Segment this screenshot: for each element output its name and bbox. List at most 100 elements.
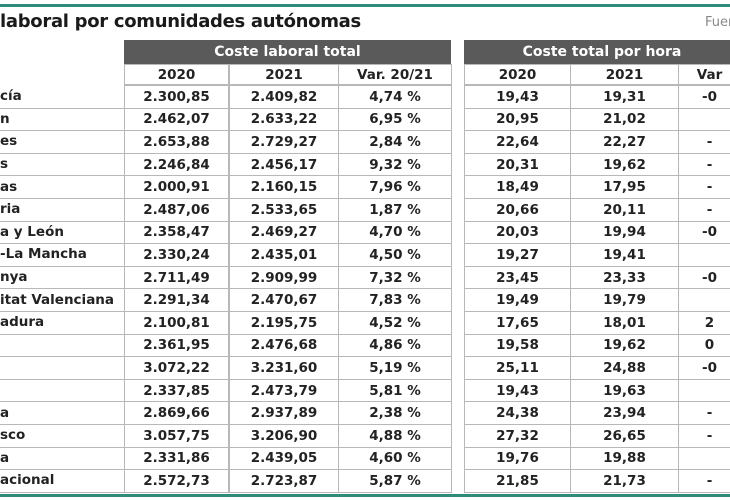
cell: 2.435,01 [229,243,339,267]
cell: 3.206,90 [229,424,339,448]
cell: 5,81 % [338,378,452,403]
cell: 20,66 [464,198,571,222]
cell: - [678,198,730,222]
cell: 2.469,27 [229,220,339,245]
cell: 2.711,49 [124,265,229,290]
cell: 2.633,22 [229,107,339,132]
cell: 7,83 % [338,288,452,312]
cell: 2 [678,311,730,335]
cell: 2.653,88 [124,130,229,154]
cell: 2.330,24 [124,243,229,267]
cell: 17,95 [570,175,679,199]
row-label: a y León [0,221,124,245]
cell: 1,87 % [338,198,452,222]
row-label: cía [0,85,124,109]
top-rule [0,4,730,7]
cell: 19,79 [570,288,679,312]
cell: 7,96 % [338,175,452,199]
cell: 6,95 % [338,107,452,132]
cell: 5,19 % [338,356,452,380]
group-header: Coste laboral total [124,40,451,64]
cell: 5,87 % [338,469,452,493]
row-label: sco [0,424,124,448]
cell: 2,38 % [338,401,452,425]
column-header: 2020 [124,64,229,85]
cell: 4,50 % [338,243,452,267]
cell: 2.246,84 [124,152,229,177]
cell: 25,11 [464,356,571,380]
cell: 17,65 [464,311,571,335]
cell: 19,43 [464,378,571,403]
cell: -0 [678,265,730,290]
column-header: Var. 20/21 [338,64,452,85]
cell: 2.476,68 [229,333,339,358]
cell: 2.470,67 [229,288,339,312]
row-label: as [0,175,124,199]
cell: 2.100,81 [124,311,229,335]
cell: 2.909,99 [229,265,339,290]
cell: 2.487,06 [124,198,229,222]
cell: 0 [678,333,730,358]
cell: 2.723,87 [229,469,339,493]
cell: 24,88 [570,356,679,380]
cell: - [678,152,730,177]
cell: 2.331,86 [124,446,229,471]
cell: 20,31 [464,152,571,177]
cell: 19,31 [570,85,679,109]
cell: 26,65 [570,424,679,448]
cell: 2.300,85 [124,85,229,109]
cell: 24,38 [464,401,571,425]
row-label: a [0,447,124,471]
row-label: es [0,130,124,154]
cell: 2.195,75 [229,311,339,335]
row-label [0,356,124,380]
cell [678,378,730,403]
cell: 22,64 [464,130,571,154]
cell: 19,62 [570,333,679,358]
cell: - [678,175,730,199]
cell: 4,88 % [338,424,452,448]
cell: 19,76 [464,446,571,471]
cell: 2.361,95 [124,333,229,358]
row-label: s [0,153,124,177]
cell [678,288,730,312]
cell: 7,32 % [338,265,452,290]
cell: 21,73 [570,469,679,493]
row-label: -La Mancha [0,243,124,267]
cell: - [678,130,730,154]
row-label: acional [0,469,124,493]
cell: 2.572,73 [124,469,229,493]
row-label: nya [0,266,124,290]
cell: 23,45 [464,265,571,290]
cell: 19,43 [464,85,571,109]
cell: -0 [678,220,730,245]
cell: 9,32 % [338,152,452,177]
row-label: ria [0,198,124,222]
cell: 2.937,89 [229,401,339,425]
source: Fuen [705,15,730,30]
cell: 2.409,82 [229,85,339,109]
row-label [0,334,124,358]
cell [678,446,730,471]
row-label: adura [0,311,124,335]
cell: 23,94 [570,401,679,425]
cell: 2.462,07 [124,107,229,132]
cell: 2.439,05 [229,446,339,471]
cell: 3.231,60 [229,356,339,380]
cell: 2.533,65 [229,198,339,222]
cell: 19,94 [570,220,679,245]
row-label: n [0,108,124,132]
cell: 19,27 [464,243,571,267]
cell: 19,62 [570,152,679,177]
cell: 2.000,91 [124,175,229,199]
cell: 27,32 [464,424,571,448]
cell: 19,49 [464,288,571,312]
cell: 22,27 [570,130,679,154]
cell: 19,63 [570,378,679,403]
cell: 18,49 [464,175,571,199]
cell: 4,74 % [338,85,452,109]
row-label: a [0,401,124,425]
row-label: itat Valenciana [0,288,124,312]
cell: 2.291,34 [124,288,229,312]
cell: 2.869,66 [124,401,229,425]
